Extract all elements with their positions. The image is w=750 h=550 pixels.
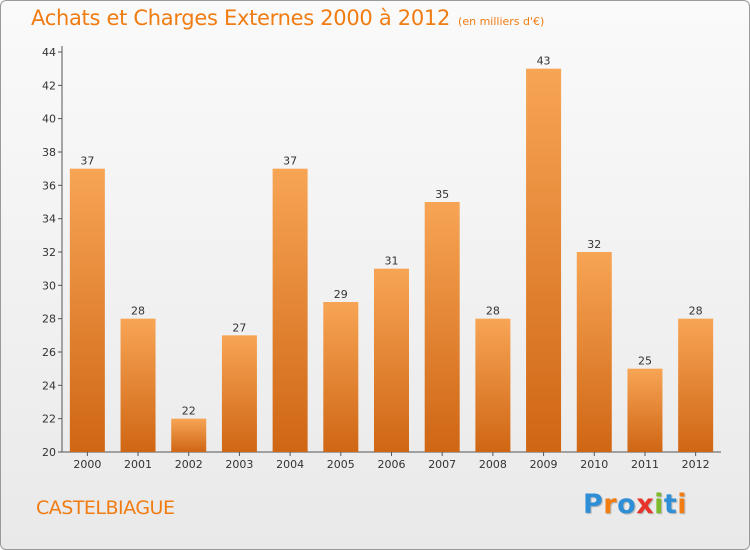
logo-letter: P — [583, 489, 604, 520]
commune-name: CASTELBIAGUE — [36, 497, 175, 519]
data-label-2001: 28 — [131, 305, 145, 318]
y-tick-label: 20 — [42, 446, 56, 459]
y-tick-label: 30 — [42, 279, 56, 292]
y-tick-label: 28 — [42, 313, 56, 326]
y-tick-label: 42 — [42, 79, 56, 92]
bar-2010 — [576, 252, 612, 452]
x-tick-label-2011: 2011 — [631, 458, 659, 471]
bar-2012 — [678, 318, 714, 452]
x-tick-label-2009: 2009 — [530, 458, 558, 471]
chart-title-unit: (en milliers d'€) — [458, 15, 545, 28]
x-tick-label-2010: 2010 — [580, 458, 608, 471]
data-label-2008: 28 — [486, 305, 500, 318]
proxiti-logo: Proxiti — [583, 489, 687, 520]
data-label-2011: 25 — [638, 355, 652, 368]
data-label-2002: 22 — [182, 405, 196, 418]
bar-2006 — [374, 268, 409, 452]
y-tick-label: 26 — [42, 346, 56, 359]
logo-letter: o — [617, 489, 637, 520]
logo-letter: t — [663, 489, 678, 520]
x-tick-label-2012: 2012 — [682, 458, 710, 471]
data-label-2003: 27 — [232, 321, 246, 334]
chart-title-main: Achats et Charges Externes 2000 à 2012 — [31, 6, 451, 30]
data-label-2007: 35 — [435, 188, 449, 201]
chart-title: Achats et Charges Externes 2000 à 2012 (e… — [31, 6, 544, 30]
logo-letter: r — [603, 489, 618, 520]
x-tick-label-2002: 2002 — [175, 458, 203, 471]
x-tick-label-2004: 2004 — [276, 458, 304, 471]
logo-letter: i — [654, 489, 664, 520]
data-label-2004: 37 — [283, 155, 297, 168]
x-tick-label-2000: 2000 — [73, 458, 101, 471]
data-label-2012: 28 — [689, 305, 703, 318]
data-label-2009: 43 — [537, 55, 551, 68]
logo-letter: i — [677, 489, 688, 520]
bar-2008 — [475, 318, 511, 452]
bar-2011 — [627, 368, 663, 452]
x-tick-label-2003: 2003 — [225, 458, 253, 471]
x-tick-label-2008: 2008 — [479, 458, 507, 471]
y-tick-label: 38 — [42, 146, 56, 159]
bar-2004 — [272, 168, 308, 452]
bar-2000 — [69, 168, 105, 452]
bar-2009 — [526, 68, 562, 453]
y-tick-label: 44 — [42, 46, 56, 59]
data-label-2000: 37 — [80, 155, 94, 168]
x-tick-label-2006: 2006 — [378, 458, 406, 471]
bar-2003 — [221, 335, 257, 452]
logo-letter: x — [636, 489, 655, 520]
y-tick-label: 32 — [42, 246, 56, 259]
bar-2001 — [120, 318, 156, 452]
x-tick-label-2007: 2007 — [428, 458, 456, 471]
y-tick-label: 34 — [42, 213, 56, 226]
y-tick-label: 24 — [42, 379, 56, 392]
y-tick-label: 36 — [42, 179, 56, 192]
x-tick-label-2005: 2005 — [327, 458, 355, 471]
bar-2005 — [323, 302, 359, 452]
x-tick-label-2001: 2001 — [124, 458, 152, 471]
bar-2007 — [424, 202, 460, 452]
bar-2002 — [171, 418, 207, 452]
data-label-2006: 31 — [385, 255, 399, 268]
data-label-2010: 32 — [587, 238, 601, 251]
y-tick-label: 40 — [42, 113, 56, 126]
data-label-2005: 29 — [334, 288, 348, 301]
y-tick-label: 22 — [42, 413, 56, 426]
